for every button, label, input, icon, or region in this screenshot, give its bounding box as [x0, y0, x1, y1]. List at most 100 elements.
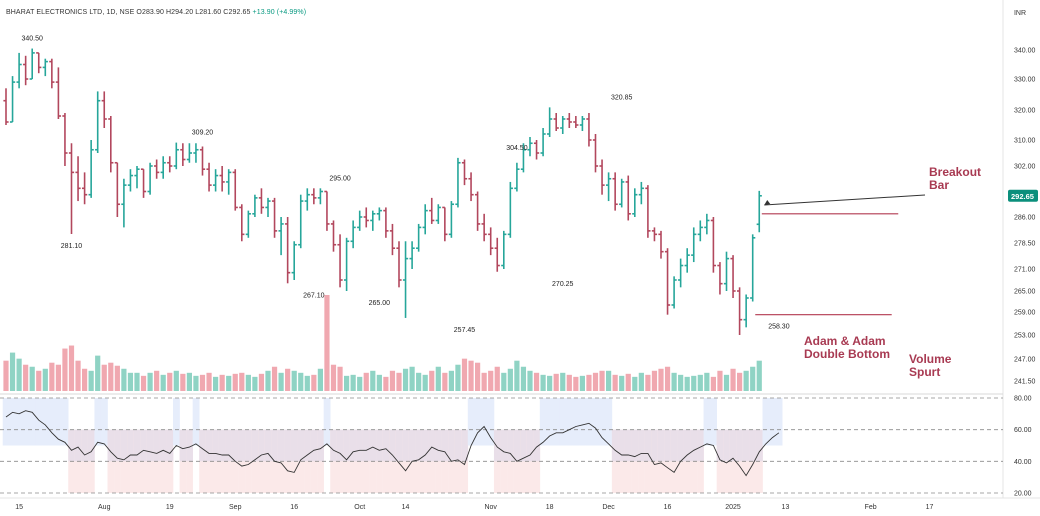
volume-bar: [226, 375, 232, 391]
rsi-zone-mid: [402, 429, 410, 462]
ohlc-bar: [285, 217, 291, 284]
volume-bar: [121, 368, 127, 391]
ohlc-close: C292.65: [223, 9, 251, 16]
ohlc-bar: [271, 197, 278, 238]
volume-bar: [704, 372, 710, 391]
volume-bar: [638, 372, 644, 391]
price-change: +13.90 (+4.99%): [252, 9, 307, 16]
rsi-zone-upper: [762, 398, 770, 446]
ohlc-bar: [147, 162, 153, 195]
rsi-zone-mid: [395, 429, 403, 462]
ohlc-bar: [710, 217, 716, 273]
ohlc-bar: [416, 223, 422, 252]
pattern-annotation-line1: Adam & Adam: [804, 334, 886, 348]
ohlc-bar: [396, 241, 402, 288]
volume-bar: [344, 375, 350, 391]
time-tick-label: 18: [546, 504, 554, 511]
ohlc-bar: [501, 230, 507, 269]
rsi-zone-upper: [2, 398, 10, 446]
volume-bar: [291, 370, 297, 391]
rsi-zone-upper: [9, 398, 17, 446]
ohlc-bar: [737, 287, 743, 335]
volume-annotation-line1: Volume: [909, 352, 952, 366]
ohlc-bar: [750, 234, 756, 302]
rsi-zone-mid: [664, 429, 672, 462]
rsi-zone-mid: [644, 429, 652, 462]
ohlc-bar: [730, 255, 736, 298]
ohlc-bar: [140, 168, 147, 198]
volume-bar: [88, 370, 94, 391]
volume-bar: [520, 366, 527, 391]
ohlc-bar: [55, 67, 61, 119]
current-price-label: 292.65: [1011, 192, 1034, 201]
rsi-zone-mid: [742, 429, 750, 462]
volume-bar: [533, 372, 540, 391]
rsi-tick-label: 40.00: [1014, 459, 1032, 466]
rsi-zone-mid: [657, 429, 665, 462]
volume-bar: [219, 374, 225, 391]
rsi-zone-upper: [15, 398, 23, 446]
ohlc-bar: [533, 140, 540, 160]
ohlc-bar: [651, 227, 658, 242]
rsi-zone-mid: [271, 429, 279, 462]
pattern-annotation-line2: Double Bottom: [804, 347, 890, 361]
volume-bar: [409, 366, 415, 391]
ohlc-bar: [206, 162, 212, 192]
ohlc-bar: [82, 172, 88, 205]
rsi-zone-mid: [120, 429, 128, 462]
time-tick-label: Feb: [865, 504, 877, 511]
ohlc-bar: [114, 161, 120, 217]
ohlc-bar: [422, 204, 428, 235]
rsi-zone-mid: [428, 429, 436, 462]
ohlc-bar: [560, 116, 566, 134]
price-axis: 340.00 330.00 320.00 310.00 302.00 286.00 278.…: [1014, 48, 1036, 386]
rsi-tick-label: 60.00: [1014, 427, 1032, 434]
rsi-zone-upper: [552, 398, 560, 446]
current-price-badge: [1008, 189, 1038, 202]
price-tick-label: 310.00: [1014, 138, 1036, 145]
time-tick-label: 16: [664, 504, 672, 511]
time-tick-label: Nov: [484, 504, 497, 511]
price-tick-label: 271.00: [1014, 267, 1036, 274]
volume-bar: [645, 374, 651, 391]
ohlc-bar: [704, 213, 710, 235]
rsi-zone-mid: [683, 429, 691, 462]
rsi-zone-mid: [454, 429, 462, 462]
volume-bar: [743, 370, 749, 391]
rsi-zone-mid: [500, 429, 508, 462]
rsi-zone-mid: [107, 429, 115, 462]
rsi-zone-mid: [127, 429, 135, 462]
rsi-zone-mid: [723, 429, 731, 462]
volume-bar: [416, 372, 422, 391]
volume-bar: [448, 370, 454, 391]
ohlc-bar: [108, 116, 114, 173]
ohlc-bar: [606, 172, 612, 202]
rsi-zone-mid: [408, 429, 416, 462]
breakout-annotation-line1: Breakout: [929, 165, 982, 179]
rsi-zone-mid: [697, 429, 704, 462]
rsi-zone-mid: [166, 429, 174, 462]
ohlc-bar: [592, 134, 599, 173]
volume-bar: [239, 372, 245, 391]
volume-bar: [573, 376, 579, 391]
ohlc-bar: [566, 113, 572, 128]
volume-bar: [317, 368, 323, 391]
time-tick-label: Sep: [229, 504, 242, 511]
ohlc-bar: [317, 188, 323, 205]
rsi-zone-mid: [618, 429, 626, 462]
volume-bar: [632, 376, 638, 391]
ohlc-bar: [219, 166, 225, 192]
time-tick-label: Dec: [602, 504, 615, 511]
ohlc-bar: [134, 166, 140, 189]
time-tick-label: 15: [15, 504, 23, 511]
ohlc-bar: [160, 156, 166, 179]
ohlc-bar: [344, 237, 350, 291]
rsi-zone-mid: [74, 429, 82, 462]
price-tick-label: 241.50: [1014, 379, 1036, 386]
rsi-zone-mid: [448, 429, 455, 462]
ohlc-bar: [743, 294, 749, 328]
volume-bar: [278, 372, 284, 391]
ohlc-bar: [599, 159, 605, 195]
